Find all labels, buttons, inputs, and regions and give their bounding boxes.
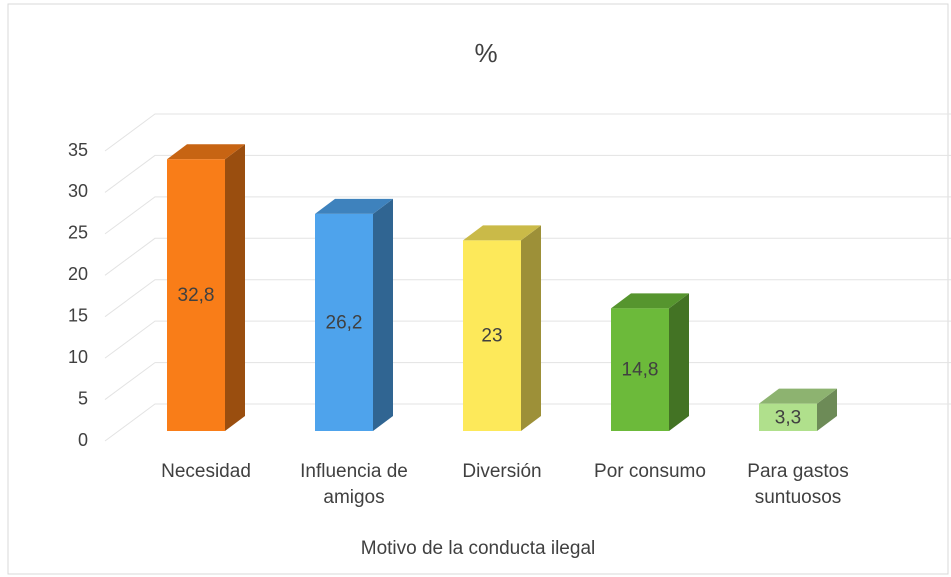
x-tick-label: Necesidad <box>161 461 251 482</box>
bar-top <box>611 293 689 309</box>
bar-side <box>521 225 541 431</box>
y-tick-label: 35 <box>68 140 88 160</box>
chart-title: % <box>474 38 497 68</box>
grid-line <box>104 279 951 318</box>
bar-top <box>759 388 837 404</box>
bar-top <box>315 198 393 214</box>
grid-line <box>104 154 951 193</box>
bar-side <box>373 198 393 431</box>
bar <box>463 240 521 431</box>
bar <box>315 213 373 431</box>
bar-side <box>669 293 689 431</box>
x-tick-label: Por consumo <box>594 461 706 482</box>
bar <box>759 403 817 431</box>
y-tick-label: 10 <box>68 347 88 367</box>
data-label: 32,8 <box>178 285 215 306</box>
y-tick-label: 0 <box>78 430 88 450</box>
bar-top <box>167 144 245 160</box>
y-tick-label: 25 <box>68 223 88 243</box>
y-tick-label: 30 <box>68 181 88 201</box>
bar-top <box>463 225 541 241</box>
data-label: 26,2 <box>326 312 363 333</box>
grid-line <box>104 196 951 235</box>
y-tick-label: 15 <box>68 305 88 325</box>
x-tick-label: Para gastos suntuosos <box>747 461 849 508</box>
grid-line <box>104 237 951 276</box>
data-label: 23 <box>481 326 502 347</box>
data-label: 14,8 <box>622 360 659 381</box>
data-label: 3,3 <box>775 407 801 428</box>
y-tick-label: 20 <box>68 264 88 284</box>
x-tick-label: Influencia de amigos <box>300 461 408 508</box>
bar-side <box>817 388 837 431</box>
bar <box>611 308 669 431</box>
grid-line <box>104 113 951 152</box>
x-tick-label: Diversión <box>462 461 542 482</box>
y-tick-label: 5 <box>78 388 88 408</box>
x-axis-title: Motivo de la conducta ilegal <box>361 538 595 559</box>
bar <box>167 159 225 431</box>
bar-side <box>225 144 245 431</box>
